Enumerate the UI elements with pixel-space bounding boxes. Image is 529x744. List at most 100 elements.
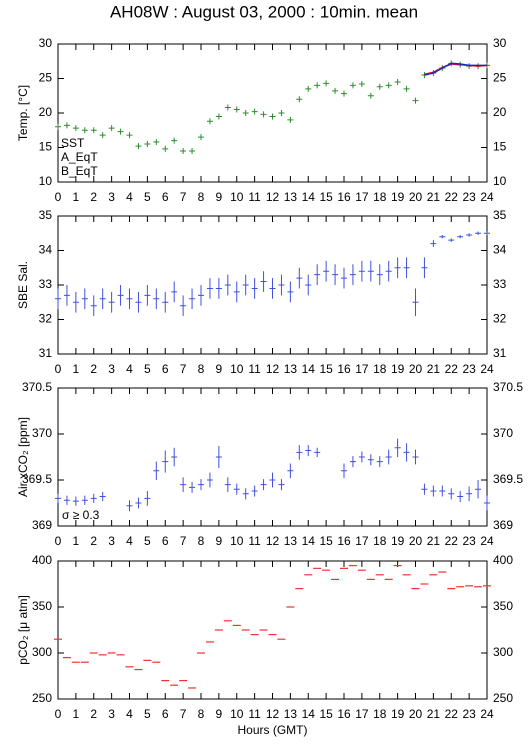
point — [251, 108, 258, 115]
x-tick-label: 8 — [198, 362, 205, 376]
point — [314, 82, 321, 89]
x-tick-label: 6 — [162, 707, 169, 721]
x-tick-label: 18 — [373, 362, 387, 376]
error-bar-point — [457, 491, 464, 503]
x-tick-label: 12 — [266, 190, 280, 204]
error-bar-point — [376, 264, 383, 285]
x-tick-label: 24 — [480, 534, 494, 548]
x-tick-label: 17 — [355, 362, 369, 376]
x-tick-label: 9 — [216, 190, 223, 204]
y-tick-label: 15 — [493, 140, 507, 154]
y-tick-label: 300 — [493, 645, 513, 659]
error-bar-point — [323, 260, 330, 282]
x-tick-label: 13 — [284, 190, 298, 204]
x-tick-label: 13 — [284, 534, 298, 548]
x-tick-label: 4 — [126, 534, 133, 548]
error-bar-point — [305, 274, 312, 296]
point — [287, 116, 294, 123]
x-tick-label: 22 — [445, 534, 459, 548]
point — [81, 127, 88, 134]
x-tick-label: 0 — [55, 190, 62, 204]
error-bar-point — [198, 285, 204, 306]
x-tick-label: 9 — [216, 534, 223, 548]
x-tick-label: 22 — [445, 362, 459, 376]
error-bar-point — [376, 456, 383, 468]
error-bar-point — [81, 495, 88, 505]
y-tick-label: 32 — [39, 312, 53, 326]
x-tick-label: 15 — [319, 362, 333, 376]
x-tick-label: 4 — [126, 362, 133, 376]
x-tick-label: 24 — [480, 707, 494, 721]
x-tick-label: 14 — [302, 190, 316, 204]
x-tick-label: 2 — [90, 190, 97, 204]
error-bar-point — [341, 463, 347, 479]
point — [144, 141, 151, 148]
error-bar-point — [457, 234, 464, 239]
error-bar-point — [349, 456, 356, 468]
error-bar-point — [287, 281, 294, 303]
y-tick-label: 25 — [493, 71, 507, 85]
error-bar-point — [144, 285, 151, 306]
y-tick-label: 33 — [39, 277, 53, 291]
x-tick-label: 14 — [302, 707, 316, 721]
error-bar-point — [448, 238, 455, 242]
x-axis-label: Hours (GMT) — [238, 723, 308, 737]
x-tick-label: 23 — [462, 190, 476, 204]
error-bar-point — [296, 267, 303, 289]
y-tick-label: 400 — [493, 553, 513, 567]
error-bar-point — [260, 479, 267, 491]
y-axis-label: SBE Sal. — [16, 261, 30, 309]
x-tick-label: 12 — [266, 707, 280, 721]
x-tick-label: 0 — [55, 534, 62, 548]
error-bar-point — [475, 480, 482, 499]
point — [394, 78, 401, 85]
point — [135, 143, 142, 150]
error-bar-point — [206, 278, 213, 299]
error-bar-point — [484, 495, 490, 511]
y-tick-label: 34 — [493, 243, 507, 257]
error-bar-point — [126, 500, 133, 512]
point — [180, 147, 187, 154]
error-bar-point — [421, 257, 428, 279]
x-tick-label: 14 — [302, 534, 316, 548]
y-tick-label: 369.5 — [22, 472, 52, 486]
x-tick-label: 18 — [373, 190, 387, 204]
error-bar-point — [296, 445, 303, 460]
error-bar-point — [251, 485, 258, 497]
x-tick-label: 14 — [302, 362, 316, 376]
x-tick-label: 7 — [180, 534, 187, 548]
x-tick-label: 17 — [355, 190, 369, 204]
x-tick-label: 3 — [108, 534, 115, 548]
y-tick-label: 370 — [32, 426, 52, 440]
y-tick-label: 34 — [39, 243, 53, 257]
error-bar-point — [144, 491, 151, 506]
x-tick-label: 21 — [427, 534, 441, 548]
point — [117, 128, 124, 135]
y-tick-label: 370.5 — [22, 380, 52, 394]
error-bar-point — [189, 288, 196, 310]
y-tick-label: 350 — [493, 599, 513, 613]
point — [162, 145, 169, 152]
x-tick-label: 7 — [180, 362, 187, 376]
y-tick-label: 31 — [39, 346, 53, 360]
error-bar-point — [349, 264, 356, 285]
x-tick-label: 20 — [409, 362, 423, 376]
error-bar-point — [439, 485, 446, 497]
x-tick-label: 15 — [319, 707, 333, 721]
y-tick-label: 10 — [39, 174, 53, 188]
error-bar-point — [439, 234, 446, 239]
x-tick-label: 3 — [108, 362, 115, 376]
y-tick-label: 250 — [493, 691, 513, 705]
point — [206, 118, 213, 125]
y-tick-label: 370.5 — [493, 380, 523, 394]
x-tick-label: 8 — [198, 707, 205, 721]
y-tick-label: 400 — [32, 553, 52, 567]
error-bar-point — [215, 445, 222, 469]
error-bar-point — [430, 240, 437, 248]
error-bar-point — [135, 291, 142, 313]
point — [367, 92, 374, 99]
x-tick-label: 21 — [427, 362, 441, 376]
x-tick-label: 23 — [462, 362, 476, 376]
error-bar-point — [63, 285, 70, 306]
x-tick-label: 5 — [144, 534, 151, 548]
